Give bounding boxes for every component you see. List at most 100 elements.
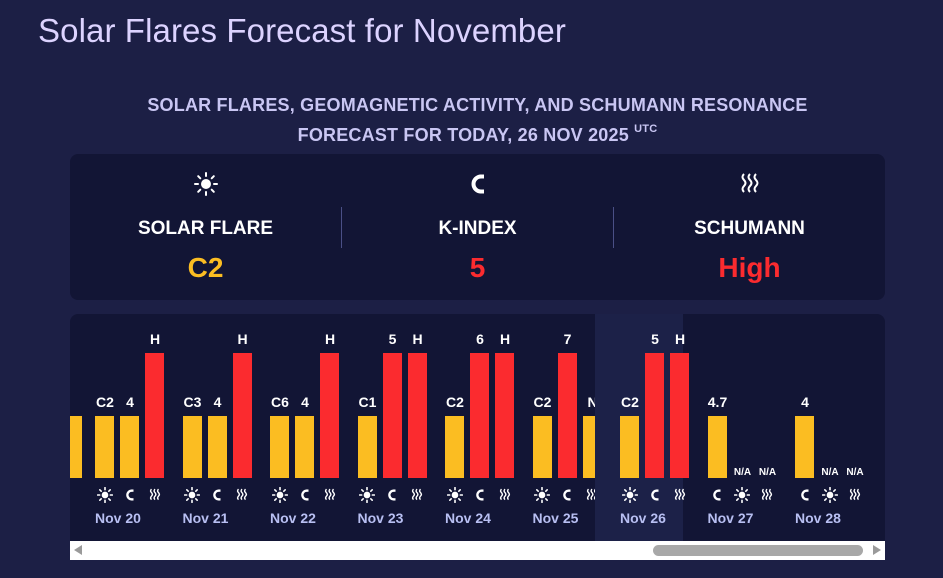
- flare-bar: [270, 416, 289, 478]
- schumann-bar: [670, 353, 689, 478]
- wave-icon: [614, 172, 885, 196]
- scroll-right-arrow-icon[interactable]: [873, 545, 881, 555]
- magnet-icon: [558, 487, 577, 503]
- k-index-metric: K-INDEX 5: [342, 154, 613, 300]
- schumann-value: H: [324, 331, 336, 347]
- solar-flare-value: C2: [187, 252, 224, 283]
- schumann-value: N/A: [846, 467, 864, 478]
- timezone-label: UTC: [634, 123, 658, 135]
- solar-flare-metric: SOLAR FLARE C2: [70, 154, 341, 300]
- flare-value: C3: [183, 394, 202, 410]
- kindex-bar: [795, 416, 814, 478]
- scroll-thumb[interactable]: [653, 545, 863, 556]
- flare-value: C2: [621, 394, 639, 410]
- kindex-bar: [707, 416, 727, 478]
- kindex-bar: [470, 353, 489, 478]
- timeline-day: C1 5 H Nov 23: [333, 314, 427, 541]
- day-date-label: Nov 24: [445, 510, 491, 526]
- forecast-timeline[interactable]: C2 4 H Nov 20 C3 4 H Nov 21 C6 4 H Nov 22 C1 5 H Nov 23…: [70, 314, 885, 541]
- subtitle-line-1: SOLAR FLARES, GEOMAGNETIC ACTIVITY, AND …: [147, 95, 808, 115]
- wave-icon: [758, 487, 777, 503]
- sun-icon: [270, 487, 289, 503]
- flare-value: C2: [446, 394, 464, 410]
- kindex-value: 7: [563, 331, 572, 347]
- schumann-value: High: [718, 252, 781, 283]
- schumann-bar: [145, 353, 164, 478]
- wave-icon: [495, 487, 514, 503]
- flare-bar: [532, 416, 552, 478]
- kindex-value: 4: [801, 394, 809, 410]
- timeline-day-partial: [70, 314, 82, 541]
- wave-icon: [233, 487, 252, 503]
- timeline-day: C3 4 H Nov 21: [158, 314, 252, 541]
- day-date-label: Nov 26: [620, 510, 666, 526]
- kindex-value: 5: [651, 331, 659, 347]
- timeline-day: C2 6 H Nov 24: [420, 314, 514, 541]
- day-date-label: Nov 22: [270, 510, 316, 526]
- magnet-icon: [342, 172, 613, 196]
- flare-value: N/A: [733, 467, 752, 478]
- day-date-label: Nov 27: [707, 510, 754, 526]
- sun-icon: [183, 487, 202, 503]
- kindex-value: 4: [213, 394, 222, 410]
- kindex-value: 4.7: [707, 394, 728, 410]
- schumann-value: N: [587, 394, 598, 410]
- kindex-bar: [120, 416, 139, 478]
- schumann-bar: [70, 416, 82, 478]
- kindex-value: 5: [388, 331, 397, 347]
- sun-icon: [733, 487, 752, 503]
- flare-value: C2: [533, 394, 552, 410]
- k-index-label: K-INDEX: [438, 218, 517, 239]
- magnet-icon: [383, 487, 402, 503]
- flare-bar: [182, 416, 202, 478]
- divider: [341, 207, 342, 248]
- sun-icon: [445, 487, 464, 503]
- schumann-value: H: [237, 331, 248, 347]
- sun-icon: [358, 487, 377, 503]
- flare-value: N/A: [821, 467, 839, 478]
- schumann-value: H: [499, 331, 511, 347]
- day-date-label: Nov 20: [95, 510, 141, 526]
- flare-bar: [357, 416, 377, 478]
- wave-icon: [408, 487, 427, 503]
- wave-icon: [670, 487, 689, 503]
- day-date-label: Nov 28: [795, 510, 841, 526]
- schumann-bar: [320, 353, 339, 478]
- sun-icon: [533, 487, 552, 503]
- day-date-label: Nov 23: [357, 510, 404, 526]
- flare-bar: [95, 416, 114, 478]
- schumann-metric: SCHUMANN High: [614, 154, 885, 300]
- schumann-bar: [232, 353, 252, 478]
- timeline-day: C2 4 H Nov 20: [70, 314, 164, 541]
- flare-value: C6: [271, 394, 289, 410]
- solar-flare-label: SOLAR FLARE: [137, 218, 274, 239]
- flare-bar: [445, 416, 464, 478]
- magnet-icon: [795, 487, 814, 503]
- kindex-bar: [557, 353, 577, 478]
- flare-value: C1: [358, 394, 377, 410]
- schumann-value: H: [674, 331, 686, 347]
- sun-icon: [70, 172, 341, 196]
- magnet-icon: [295, 487, 314, 503]
- kindex-value: 4: [126, 394, 134, 410]
- horizontal-scrollbar[interactable]: [70, 541, 885, 560]
- forecast-subtitle: SOLAR FLARES, GEOMAGNETIC ACTIVITY, AND …: [90, 92, 865, 148]
- scroll-left-arrow-icon[interactable]: [74, 545, 82, 555]
- timeline-day: C2 7 N Nov 25: [508, 314, 602, 541]
- wave-icon: [320, 487, 339, 503]
- wave-icon: [845, 487, 864, 503]
- sun-icon: [620, 487, 639, 503]
- kindex-value: 6: [476, 331, 484, 347]
- sun-icon: [820, 487, 839, 503]
- magnet-icon: [120, 487, 139, 503]
- kindex-bar: [382, 353, 402, 478]
- magnet-icon: [708, 487, 727, 503]
- kindex-bar: [295, 416, 314, 478]
- sun-icon: [95, 487, 114, 503]
- schumann-label: SCHUMANN: [694, 218, 805, 239]
- wave-icon: [145, 487, 164, 503]
- today-summary-panel: SOLAR FLARE C2 K-INDEX 5 SCHUMANN High: [70, 154, 885, 300]
- timeline-day: C2 5 H Nov 26: [595, 314, 689, 541]
- kindex-bar: [645, 353, 664, 478]
- magnet-icon: [208, 487, 227, 503]
